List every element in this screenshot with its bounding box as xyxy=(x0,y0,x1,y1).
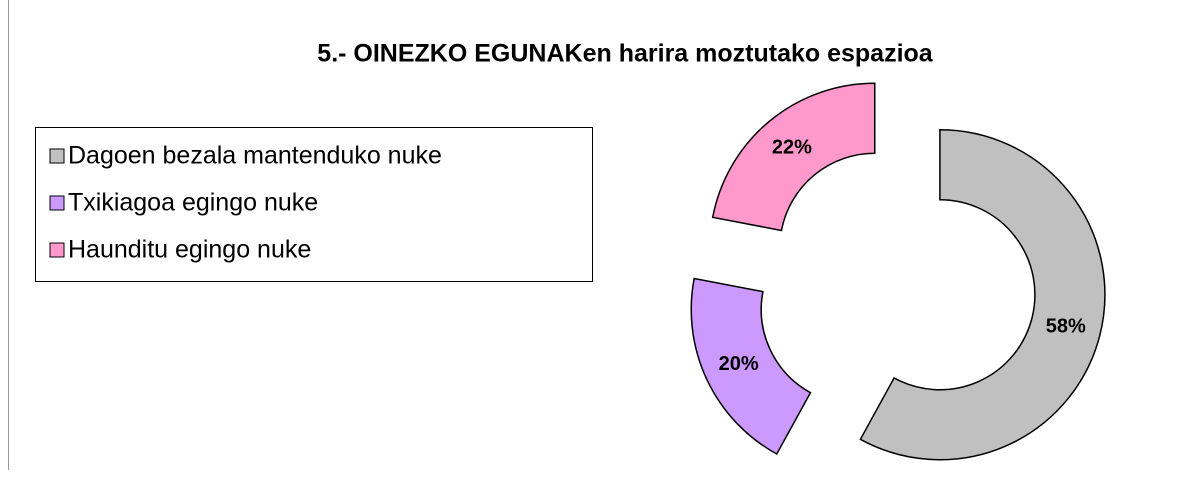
data-label: 58% xyxy=(1046,315,1086,337)
donut-segment xyxy=(859,128,1106,461)
legend-label: Dagoen bezala mantenduko nuke xyxy=(68,142,442,170)
donut-segment xyxy=(711,82,876,232)
legend-label: Txikiagoa egingo nuke xyxy=(68,189,318,217)
chart-title: 5.- OINEZKO EGUNAKen harira moztutako es… xyxy=(317,40,933,68)
legend-label: Haunditu egingo nuke xyxy=(68,236,311,264)
data-label: 22% xyxy=(772,136,812,158)
legend-swatch xyxy=(49,148,65,164)
legend-swatch xyxy=(49,242,65,258)
data-label: 20% xyxy=(719,353,759,375)
donut-segment xyxy=(690,277,812,456)
legend-box xyxy=(35,127,593,282)
legend-swatch xyxy=(49,195,65,211)
